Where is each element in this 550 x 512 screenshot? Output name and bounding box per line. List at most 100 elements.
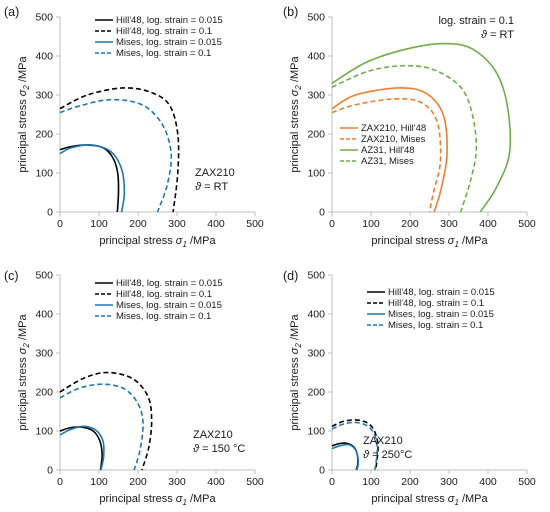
x-axis-label: principal stress σ1 /MPa: [99, 235, 216, 249]
annotation-line2: ϑ = RT: [481, 29, 514, 41]
x-tick-label: 100: [362, 476, 380, 488]
annotation-line1: log. strain = 0.1: [438, 15, 514, 27]
y-tick-label: 400: [307, 51, 325, 63]
x-tick-label: 200: [401, 476, 419, 488]
x-tick-label: 300: [440, 218, 458, 230]
annotation: ZAX210 ϑ = 250°C: [363, 435, 412, 461]
series-line-1: [59, 426, 103, 471]
panel-label: (d): [283, 269, 298, 283]
panel-label: (a): [4, 5, 19, 19]
annotation-line1: ZAX210: [193, 429, 233, 441]
y-axis-label: principal stress σ2 /MPa: [17, 313, 31, 430]
legend-entry: Hill'48, log. strain = 0.015: [116, 278, 223, 289]
legend-entry: AZ31, Mises: [361, 156, 414, 167]
y-tick-label: 200: [307, 129, 325, 141]
annotation: log. strain = 0.1 ϑ = RT: [438, 15, 514, 41]
x-tick-label: 0: [329, 218, 335, 230]
legend-entry: Hill'48, log. strain = 0.1: [388, 298, 484, 309]
series-line-3: [59, 143, 126, 213]
x-tick-label: 0: [57, 218, 63, 230]
y-tick-label: 200: [35, 129, 53, 141]
y-tick-label: 400: [35, 309, 53, 321]
legend-entry: Mises, log. strain = 0.015: [388, 309, 494, 320]
y-tick-label: 500: [35, 270, 53, 282]
y-tick-label: 200: [35, 387, 53, 399]
y-tick-label: 500: [35, 12, 53, 24]
series-line-1: [59, 144, 120, 213]
x-tick-label: 100: [90, 218, 108, 230]
legend-entry: Mises, log. strain = 0.1: [388, 320, 483, 331]
x-axis-label: principal stress σ1 /MPa: [371, 235, 488, 249]
legend-entry: ZAX210, Hill'48: [361, 123, 426, 134]
y-tick-label: 100: [35, 426, 53, 438]
series-line-2: [59, 87, 180, 213]
y-tick-label: 300: [307, 90, 325, 102]
legend-entry: Hill'48, log. strain = 0.1: [116, 26, 212, 37]
x-axis-label: principal stress σ1 /MPa: [99, 493, 216, 507]
annotation-line2: ϑ = 250°C: [363, 449, 412, 461]
annotation: ZAX210 ϑ = 150 °C: [193, 429, 245, 455]
y-tick-label: 0: [319, 207, 325, 219]
series-line-4: [331, 421, 379, 471]
panel-label: (c): [4, 269, 19, 283]
annotation-line2: ϑ = 150 °C: [193, 443, 245, 455]
x-tick-label: 300: [168, 218, 186, 230]
annotation-line1: ZAX210: [195, 167, 235, 179]
y-tick-label: 500: [307, 270, 325, 282]
legend-entry: ZAX210, Mises: [361, 134, 426, 145]
y-axis-label: principal stress σ2 /MPa: [289, 313, 303, 430]
panel-d: (d) 0 100 200 300 400 500 0 100 200 300 400 500 princ…: [283, 269, 536, 507]
panel-b: (b) 0 100 200 300 400 500 0 100 200 300 400 500 princ…: [283, 5, 536, 249]
x-axis-label: principal stress σ1 /MPa: [371, 493, 488, 507]
series-line-2: [59, 371, 153, 471]
y-axis-label: principal stress σ2 /MPa: [289, 55, 303, 172]
y-tick-label: 0: [47, 207, 53, 219]
y-axis-label: principal stress σ2 /MPa: [17, 55, 31, 172]
panel-label: (b): [283, 5, 298, 19]
x-tick-label: 400: [207, 476, 225, 488]
x-tick-label: 0: [329, 476, 335, 488]
panel-a: (a) 0 100 200 300 400 500 0 100 200 300 400 500 princ…: [4, 5, 264, 249]
y-tick-label: 300: [307, 348, 325, 360]
y-tick-label: 400: [307, 309, 325, 321]
series-line-4: [331, 64, 478, 213]
series-line-1: [331, 87, 448, 213]
series-line-2: [331, 98, 442, 213]
y-tick-label: 300: [35, 348, 53, 360]
y-tick-label: 0: [47, 465, 53, 477]
series-line-4: [59, 98, 173, 213]
y-tick-label: 100: [307, 168, 325, 180]
x-tick-label: 100: [362, 218, 380, 230]
y-tick-label: 400: [35, 51, 53, 63]
y-tick-label: 100: [307, 426, 325, 438]
x-tick-label: 0: [57, 476, 63, 488]
series-line-3: [331, 42, 512, 213]
legend-entry: Hill'48, log. strain = 0.1: [116, 289, 212, 300]
x-tick-label: 400: [207, 218, 225, 230]
legend-entry: Mises, log. strain = 0.015: [116, 300, 222, 311]
x-tick-label: 200: [129, 476, 147, 488]
x-tick-label: 500: [246, 218, 264, 230]
y-tick-label: 500: [307, 12, 325, 24]
legend-entry: Mises, log. strain = 0.1: [116, 311, 211, 322]
x-tick-label: 300: [440, 476, 458, 488]
x-tick-label: 400: [479, 218, 497, 230]
series-line-3: [331, 443, 360, 471]
y-tick-label: 0: [319, 465, 325, 477]
y-tick-label: 100: [35, 168, 53, 180]
annotation-line2: ϑ = RT: [195, 181, 228, 193]
x-tick-label: 300: [168, 476, 186, 488]
legend-entry: Mises, log. strain = 0.1: [116, 48, 211, 59]
annotation: ZAX210 ϑ = RT: [195, 167, 235, 193]
legend-entry: Hill'48, log. strain = 0.015: [116, 15, 223, 26]
x-tick-label: 500: [518, 476, 536, 488]
legend-entry: Mises, log. strain = 0.015: [116, 37, 222, 48]
legend-entry: AZ31, Hill'48: [361, 145, 415, 156]
x-tick-label: 100: [90, 476, 108, 488]
x-tick-label: 200: [401, 218, 419, 230]
